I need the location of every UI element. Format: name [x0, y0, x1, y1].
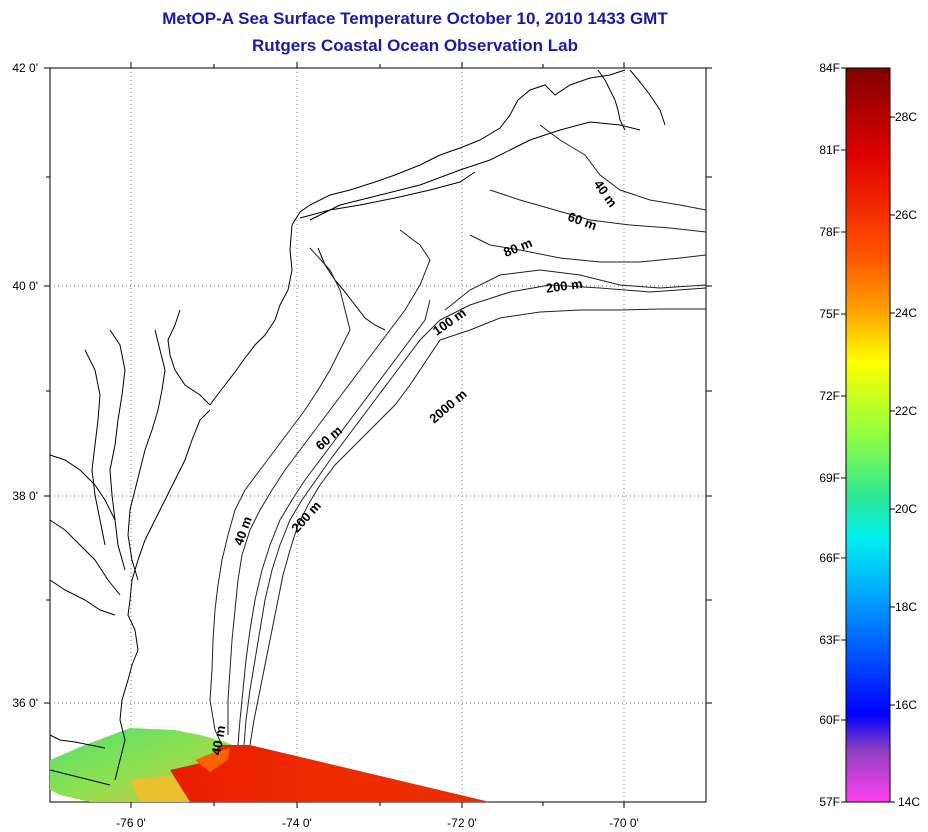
lat-labels: 42 0' 40 0' 38 0' 36 0': [12, 61, 38, 710]
colorbar-c-label: 20C: [895, 502, 917, 516]
lat-label: 40 0': [12, 279, 38, 293]
coastline: [49, 69, 666, 786]
map-frame: [49, 67, 707, 803]
colorbar-f-label: 57F: [819, 795, 840, 809]
lon-label: -70 0': [609, 816, 639, 830]
lon-label: -74 0': [282, 816, 312, 830]
colorbar-c-label: 16C: [895, 698, 917, 712]
colorbar-f-label: 66F: [819, 551, 840, 565]
map-subtitle: Rutgers Coastal Ocean Observation Lab: [252, 36, 578, 55]
map-ticks: [44, 62, 712, 808]
lat-label: 36 0': [12, 696, 38, 710]
lon-label: -72 0': [447, 816, 477, 830]
colorbar-f-label: 81F: [819, 143, 840, 157]
colorbar-c-label: 28C: [895, 110, 917, 124]
colorbar-f-label: 60F: [819, 713, 840, 727]
colorbar-gradient: [845, 67, 891, 803]
lat-label: 38 0': [12, 489, 38, 503]
colorbar-f-label: 78F: [819, 225, 840, 239]
map-title: MetOP-A Sea Surface Temperature October …: [162, 9, 668, 28]
colorbar-c-label: 18C: [895, 600, 917, 614]
colorbar-f-label: 63F: [819, 633, 840, 647]
colorbar-c-label: 26C: [895, 208, 917, 222]
isobaths: [209, 124, 707, 746]
colorbar-f-label: 75F: [819, 307, 840, 321]
isobath-label: 40 m: [208, 724, 228, 756]
lat-label: 42 0': [12, 61, 38, 75]
colorbar-c-label: 14C: [898, 795, 920, 809]
isobath-label: 200 m: [545, 276, 584, 296]
colorbar-f-label: 84F: [819, 61, 840, 75]
lon-label: -76 0': [116, 816, 146, 830]
colorbar-f-label: 69F: [819, 471, 840, 485]
colorbar-f-label: 72F: [819, 389, 840, 403]
colorbar-c-label: 24C: [895, 306, 917, 320]
colorbar-c-label: 22C: [895, 404, 917, 418]
graticule: [50, 68, 706, 802]
lon-labels: -76 0' -74 0' -72 0' -70 0': [116, 816, 639, 830]
colorbar: 84F 81F 78F 75F 72F 69F 66F 63F 60F 57F …: [819, 61, 920, 809]
